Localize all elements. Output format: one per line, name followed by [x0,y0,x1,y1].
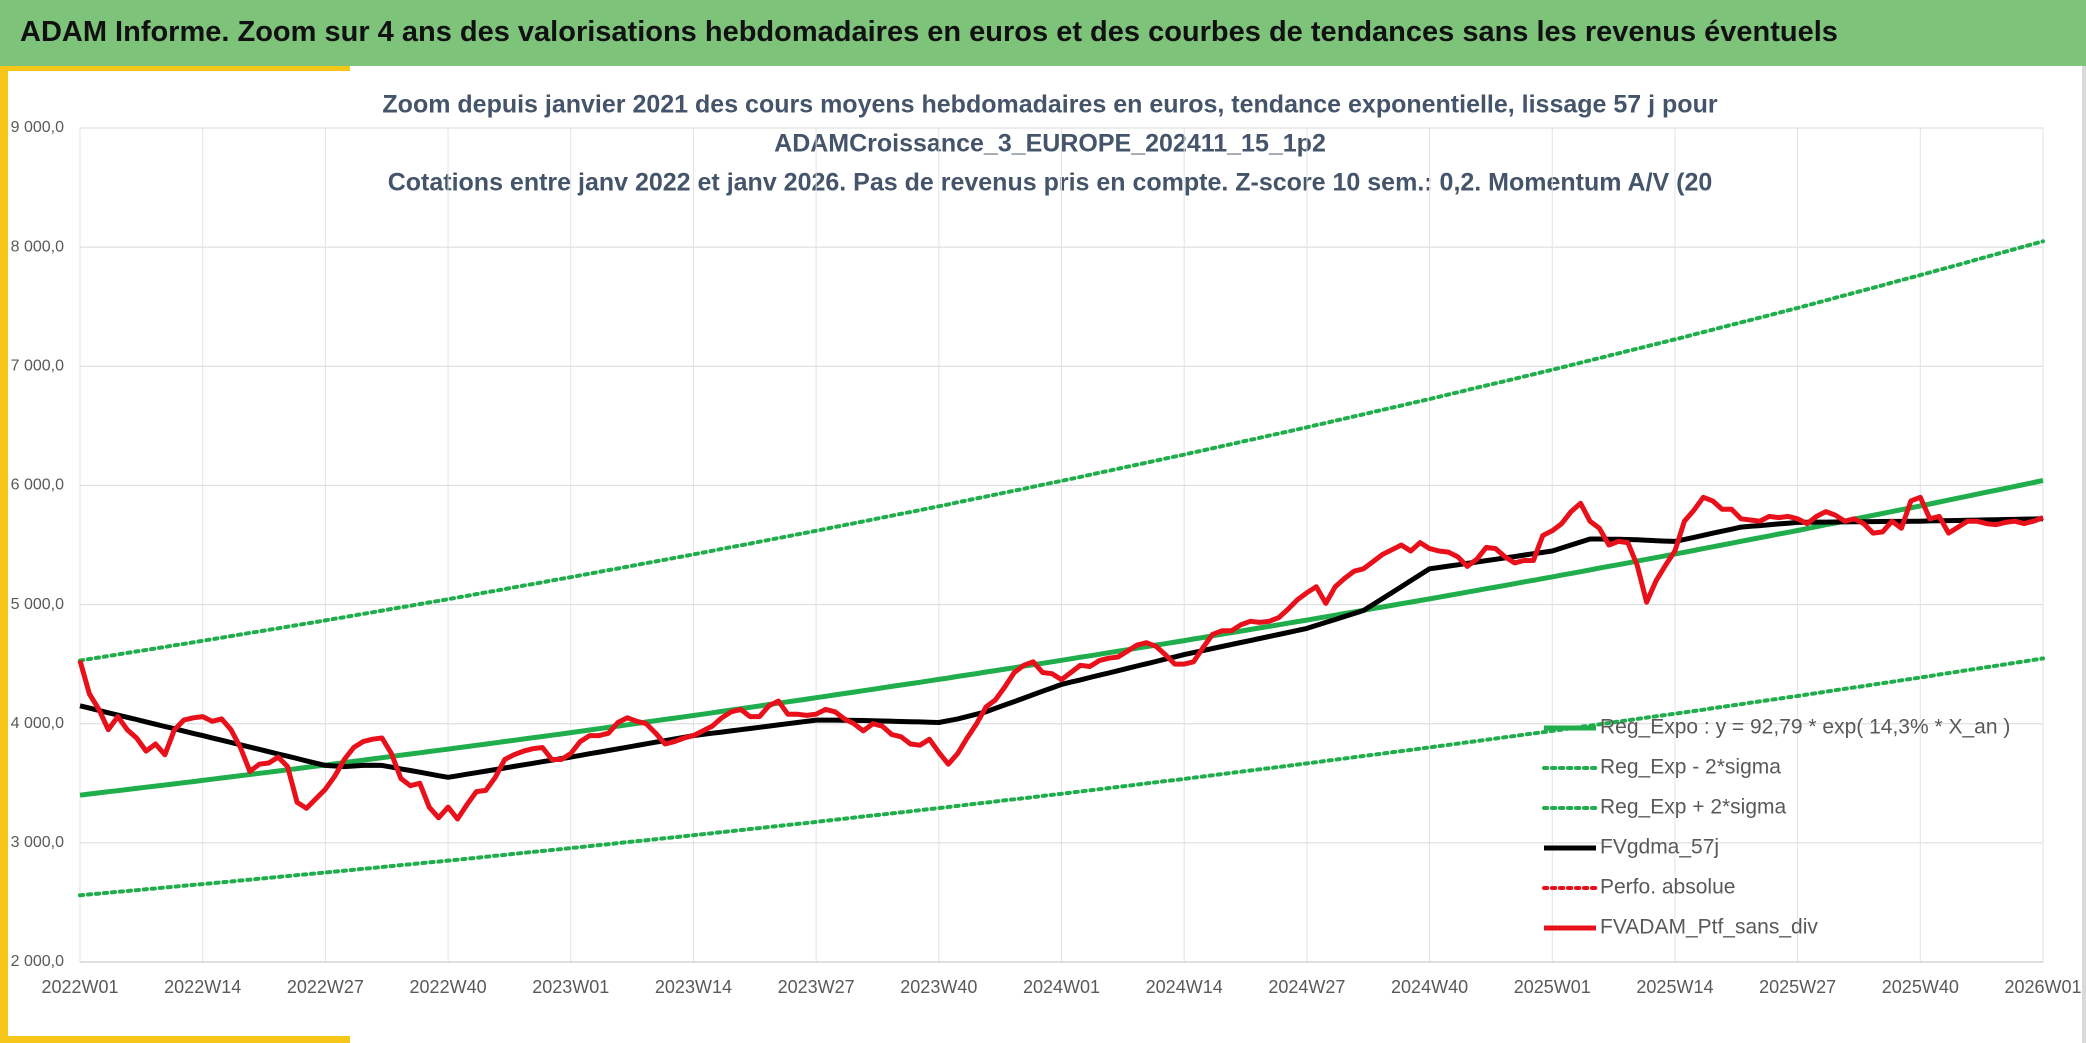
frame-accent [0,66,8,1043]
x-tick-label: 2022W40 [410,977,487,997]
x-tick-label: 2024W14 [1146,977,1223,997]
legend-label: FVgdma_57j [1600,836,1719,859]
series-line [79,516,2044,780]
legend-label: Reg_Exp + 2*sigma [1600,796,1787,819]
frame-accent [0,1036,350,1043]
header-bar: ADAM Informe. Zoom sur 4 ans des valoris… [0,0,2086,66]
x-tick-label: 2022W01 [41,977,118,997]
x-tick-label: 2023W27 [778,977,855,997]
x-tick-label: 2022W27 [287,977,364,997]
legend-label: Reg_Exp - 2*sigma [1600,756,1781,779]
series-line [78,656,2045,898]
y-tick-label: 4 000,0 [11,715,64,732]
x-tick-label: 2024W27 [1268,977,1345,997]
x-tick-label: 2025W40 [1882,977,1959,997]
chart: Zoom depuis janvier 2021 des cours moyen… [0,66,2086,1043]
y-tick-label: 3 000,0 [11,834,64,851]
legend-label: FVADAM_Ptf_sans_div [1600,916,1818,939]
x-tick-label: 2023W01 [532,977,609,997]
chart-title: Cotations entre janv 2022 et janv 2026. … [388,169,1713,197]
legend-label: Reg_Expo : y = 92,79 * exp( 14,3% * X_an… [1600,716,2010,739]
frame-border [2082,66,2086,1043]
series-line [77,494,2044,822]
y-tick-label: 2 000,0 [11,953,64,970]
frame-accent [0,66,350,71]
series-line [79,478,2044,798]
x-tick-label: 2023W40 [900,977,977,997]
header-title: ADAM Informe. Zoom sur 4 ans des valoris… [20,16,1838,48]
series-line [78,239,2045,663]
y-tick-label: 6 000,0 [11,477,64,494]
chart-title: Zoom depuis janvier 2021 des cours moyen… [382,91,1717,119]
y-tick-label: 8 000,0 [11,238,64,255]
x-tick-label: 2025W01 [1514,977,1591,997]
chart-title: ADAMCroissance_3_EUROPE_202411_15_1p2 [774,130,1326,158]
x-tick-label: 2024W40 [1391,977,1468,997]
y-tick-label: 7 000,0 [11,358,64,375]
x-tick-label: 2024W01 [1023,977,1100,997]
x-tick-label: 2026W01 [2004,977,2081,997]
chart-background [0,66,2086,1043]
legend-label: Perfo. absolue [1600,876,1735,899]
y-tick-label: 5 000,0 [11,596,64,613]
x-tick-label: 2022W14 [164,977,241,997]
y-tick-label: 9 000,0 [11,119,64,136]
x-tick-label: 2025W14 [1636,977,1713,997]
x-tick-label: 2023W14 [655,977,732,997]
x-tick-label: 2025W27 [1759,977,1836,997]
